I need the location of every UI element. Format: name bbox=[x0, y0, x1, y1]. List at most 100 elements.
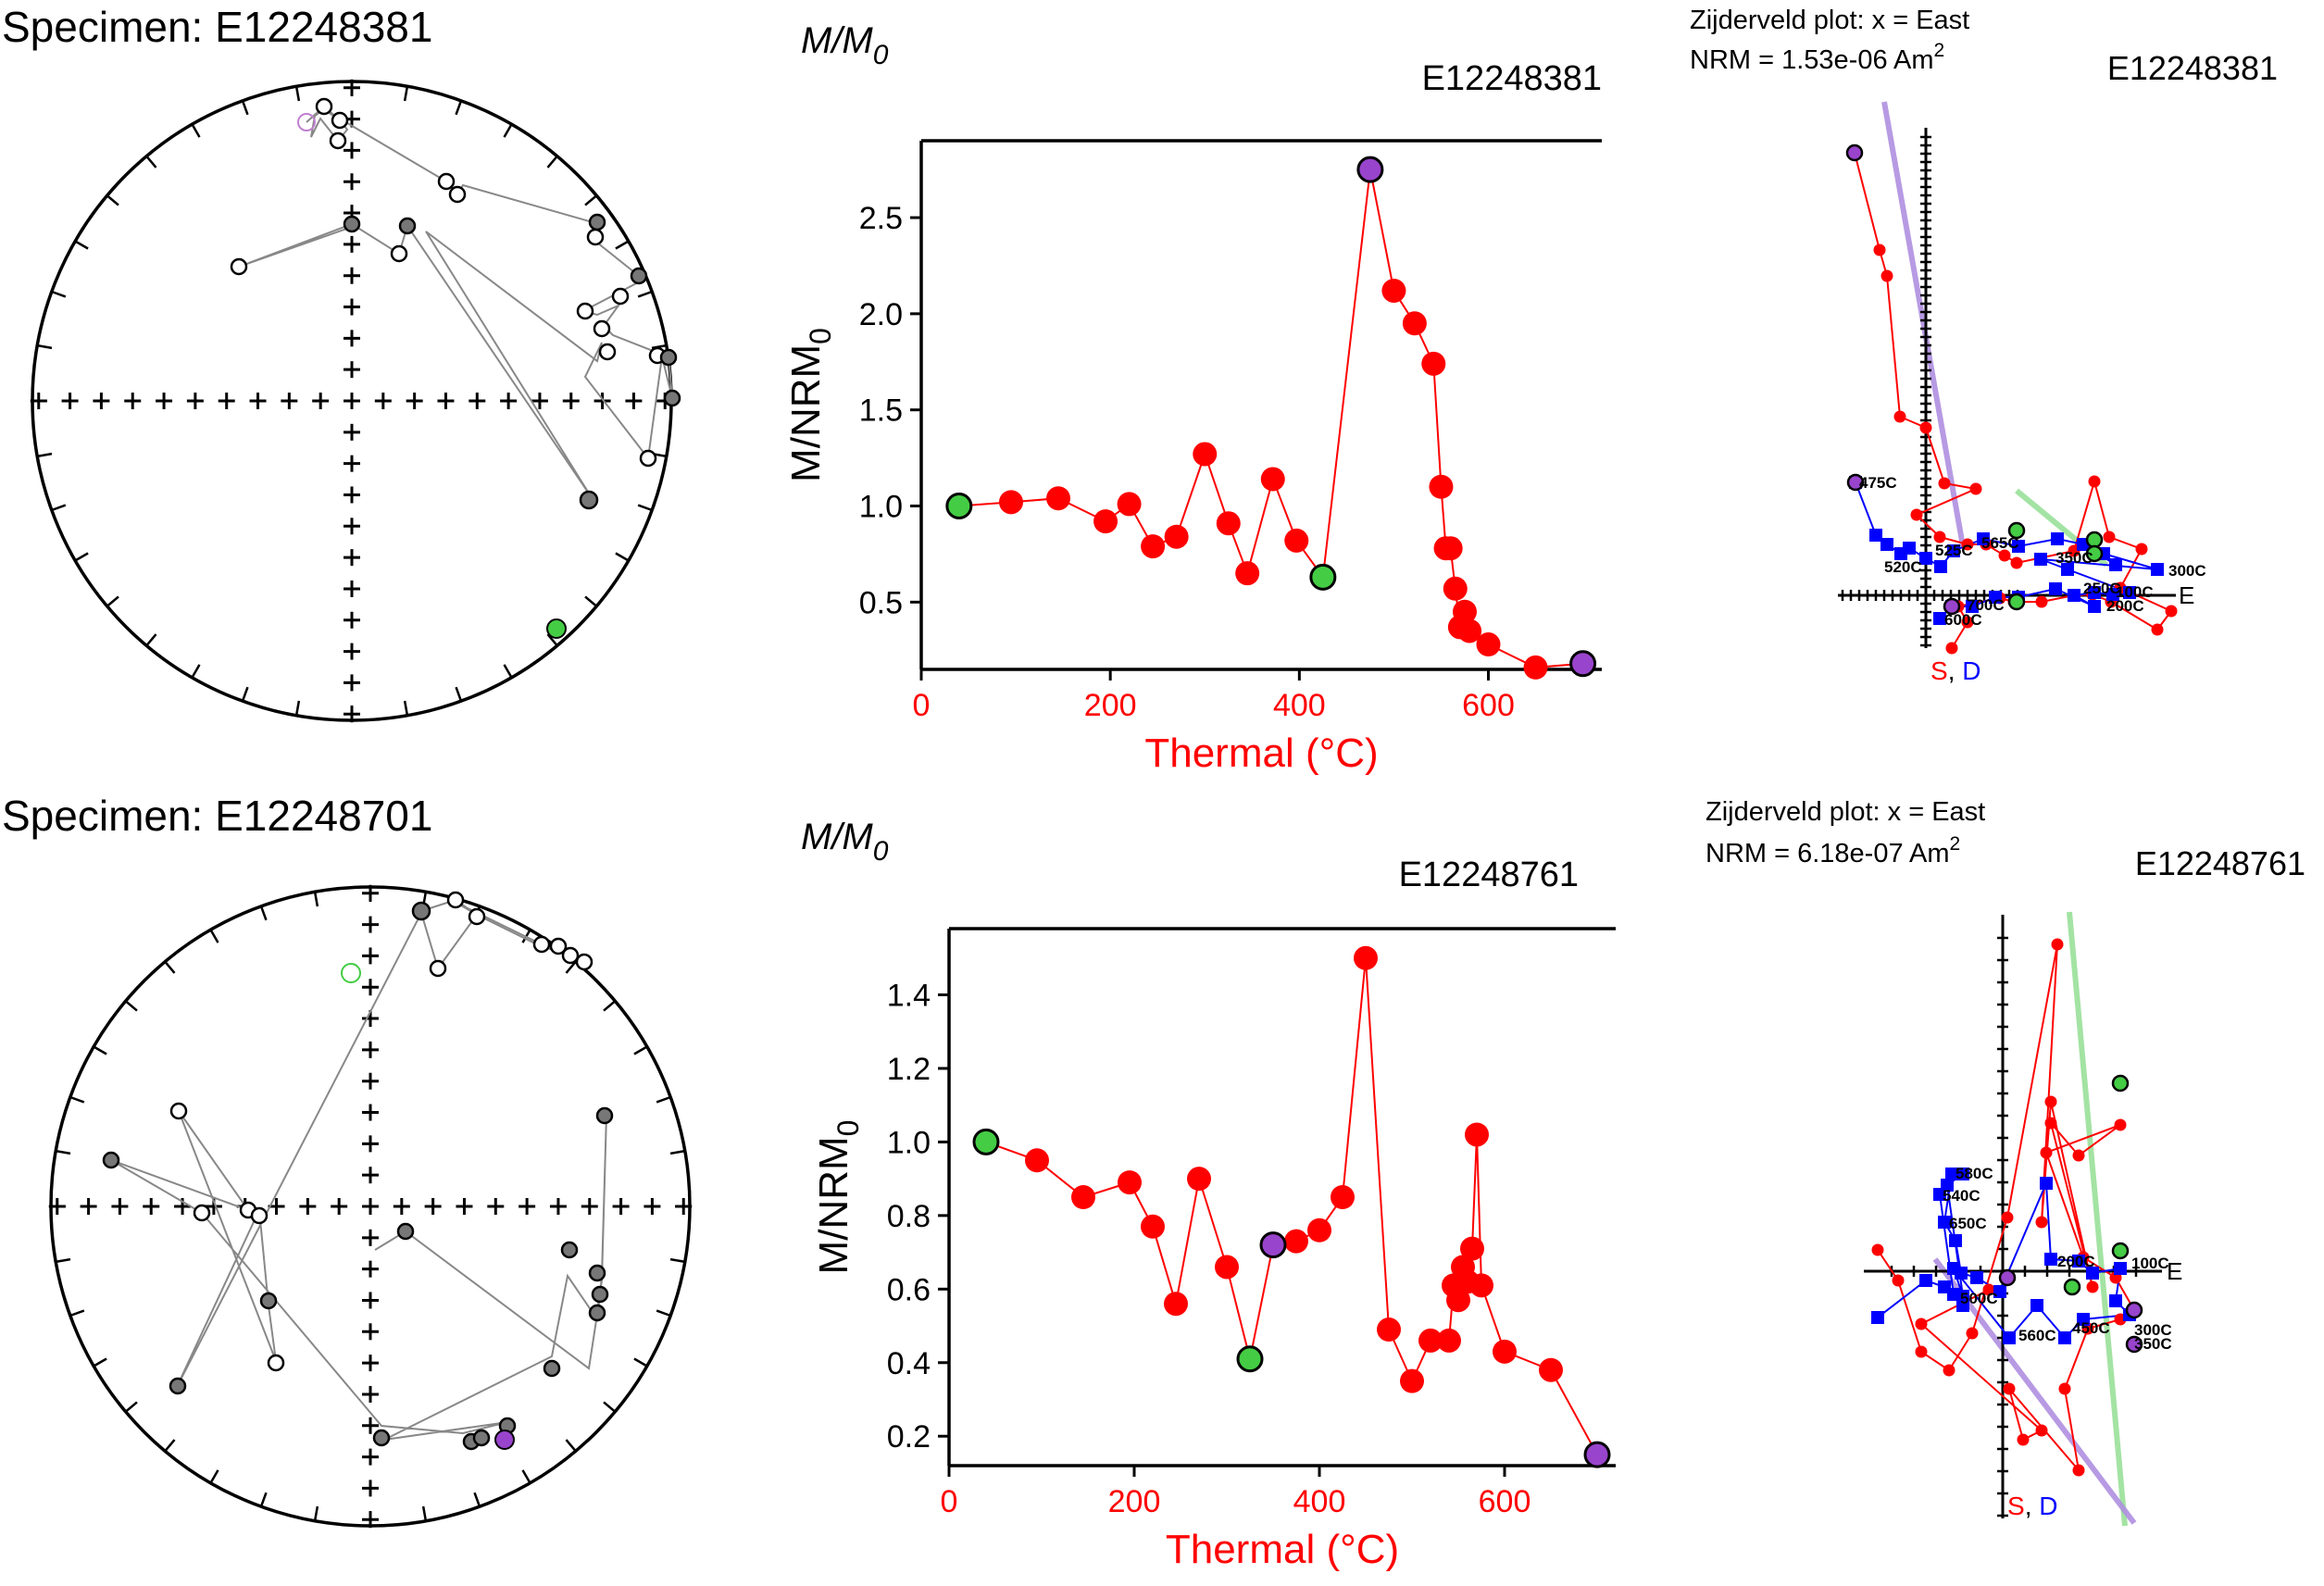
zij-point-horizontal bbox=[2030, 1299, 2043, 1312]
specimen-label: Specimen: E12248701 bbox=[2, 792, 432, 840]
zij-point-highlight bbox=[2085, 531, 2104, 549]
stereonet bbox=[48, 884, 693, 1529]
zij-point-horizontal bbox=[1933, 612, 1946, 625]
step-label: 560C bbox=[2018, 1327, 2056, 1344]
zij-point-vertical bbox=[2088, 475, 2101, 488]
x-tick-label: 200 bbox=[1108, 1484, 1161, 1519]
data-point bbox=[259, 1292, 278, 1310]
data-point bbox=[560, 1241, 579, 1259]
y-tick-label: 2.5 bbox=[859, 201, 903, 236]
data-point-highlight bbox=[1583, 1441, 1611, 1468]
stereonet-rim-tick bbox=[51, 290, 67, 298]
stereonet-rim-tick bbox=[455, 686, 463, 702]
data-point bbox=[1164, 1292, 1188, 1317]
data-point bbox=[532, 935, 551, 954]
step-label: 100C bbox=[2131, 1255, 2169, 1272]
stereonet-rim-tick bbox=[69, 1309, 85, 1318]
stereonet-rim-tick bbox=[313, 1505, 319, 1521]
zij-point-horizontal bbox=[1903, 542, 1916, 555]
data-point-highlight bbox=[1356, 156, 1384, 183]
zijderveld-step-labels: 580C 540C 650C 200C 100C 500C 560C 450C … bbox=[1943, 1165, 2172, 1353]
data-point bbox=[576, 302, 594, 320]
stereonet-rim-tick bbox=[145, 155, 157, 169]
data-point-first bbox=[341, 963, 361, 983]
zij-point-vertical bbox=[1919, 421, 1932, 434]
stereonet-rim-tick bbox=[209, 1469, 219, 1484]
y-tick-label: 0.4 bbox=[887, 1346, 931, 1381]
data-point bbox=[1421, 351, 1446, 376]
stereonet-path bbox=[238, 105, 673, 497]
zij-point-highlight bbox=[1845, 144, 1864, 162]
y-tick-label: 0.8 bbox=[887, 1199, 931, 1234]
zij-point-highlight bbox=[1998, 1268, 2017, 1287]
zij-point-vertical bbox=[2035, 1216, 2048, 1229]
stereonet-rim-tick bbox=[403, 86, 409, 102]
data-point bbox=[1093, 509, 1118, 534]
zij-point-horizontal bbox=[2077, 1313, 2090, 1326]
zij-point-vertical bbox=[1938, 477, 1951, 490]
data-point bbox=[1437, 1328, 1461, 1353]
stereonet-rim-tick bbox=[294, 700, 301, 716]
data-point bbox=[411, 901, 431, 921]
zij-point-horizontal bbox=[2003, 1331, 2016, 1344]
y-tick-label: 1.0 bbox=[859, 490, 903, 525]
data-point bbox=[267, 1354, 285, 1372]
zijderveld-axis-sd: S, D bbox=[2007, 1492, 2057, 1520]
data-point bbox=[230, 257, 248, 276]
zij-point-highlight bbox=[2085, 544, 2104, 563]
stereonet-rim-tick bbox=[294, 86, 301, 102]
data-point bbox=[543, 1359, 561, 1378]
series-line bbox=[985, 957, 1598, 1455]
zij-point-vertical bbox=[1998, 549, 2011, 562]
zij-point-vertical bbox=[2114, 1118, 2127, 1131]
stereonet-rim-tick bbox=[191, 664, 201, 679]
zij-point-vertical bbox=[2044, 1117, 2057, 1130]
zij-point-horizontal bbox=[1941, 1179, 1954, 1192]
data-point bbox=[468, 907, 486, 926]
x-tick-label: 0 bbox=[941, 1484, 958, 1519]
data-point bbox=[1476, 632, 1501, 657]
zij-point-horizontal bbox=[2061, 563, 2074, 576]
data-point bbox=[1452, 599, 1477, 624]
data-point bbox=[329, 131, 347, 150]
zij-point-horizontal bbox=[1977, 532, 1990, 545]
zijderveld-specimen-id: E12248381 bbox=[2107, 49, 2278, 87]
data-point bbox=[549, 937, 568, 955]
stereonet-rim-tick bbox=[615, 552, 630, 562]
stereonet-rim-tick bbox=[503, 123, 513, 138]
zij-point-horizontal bbox=[2109, 1294, 2122, 1307]
stereonet-rim-tick bbox=[106, 595, 119, 607]
data-point bbox=[1381, 278, 1406, 303]
data-point bbox=[1377, 1318, 1401, 1342]
mm0-label: M/M0 bbox=[801, 20, 889, 70]
specimen-label: Specimen: E12248381 bbox=[2, 3, 432, 51]
zij-point-horizontal bbox=[1919, 1274, 1932, 1287]
data-point bbox=[1164, 524, 1189, 549]
data-point bbox=[1465, 1122, 1489, 1147]
zij-point-vertical bbox=[1982, 1283, 1995, 1296]
y-axis-label: M/NRM0 bbox=[783, 328, 837, 482]
stereonet-rim-tick bbox=[473, 1492, 481, 1507]
data-point bbox=[1493, 1339, 1517, 1364]
stereonet-axis-crosses bbox=[30, 79, 674, 723]
zij-point-horizontal bbox=[2044, 1253, 2057, 1266]
x-tick-label: 400 bbox=[1273, 688, 1326, 723]
stereonet-rim-tick bbox=[669, 1257, 685, 1264]
zij-point-horizontal bbox=[2106, 588, 2119, 601]
data-point bbox=[193, 1204, 211, 1222]
stereonet-rim-tick bbox=[546, 633, 558, 647]
stereonet-rim-tick bbox=[584, 194, 598, 206]
y-tick-label: 0.2 bbox=[887, 1419, 931, 1455]
data-point-highlight bbox=[1259, 1231, 1287, 1259]
zij-point-vertical bbox=[2135, 543, 2148, 556]
demag-chart: 0.2 0.4 0.6 0.8 1.0 1.2 1.4 0 200 400 600 Thermal (… bbox=[811, 927, 1616, 1572]
zijderveld-axis-sd: S, D bbox=[1930, 656, 1980, 685]
zij-point-horizontal bbox=[1947, 544, 1960, 557]
data-point bbox=[250, 1206, 269, 1225]
x-axis-label: Thermal (°C) bbox=[1166, 1527, 1399, 1572]
data-point bbox=[169, 1377, 187, 1395]
stereonet-rim-tick bbox=[191, 123, 201, 138]
y-tick-label: 0.6 bbox=[887, 1272, 931, 1307]
zij-point-vertical bbox=[2072, 1464, 2085, 1477]
zij-point-vertical bbox=[2040, 1146, 2053, 1159]
